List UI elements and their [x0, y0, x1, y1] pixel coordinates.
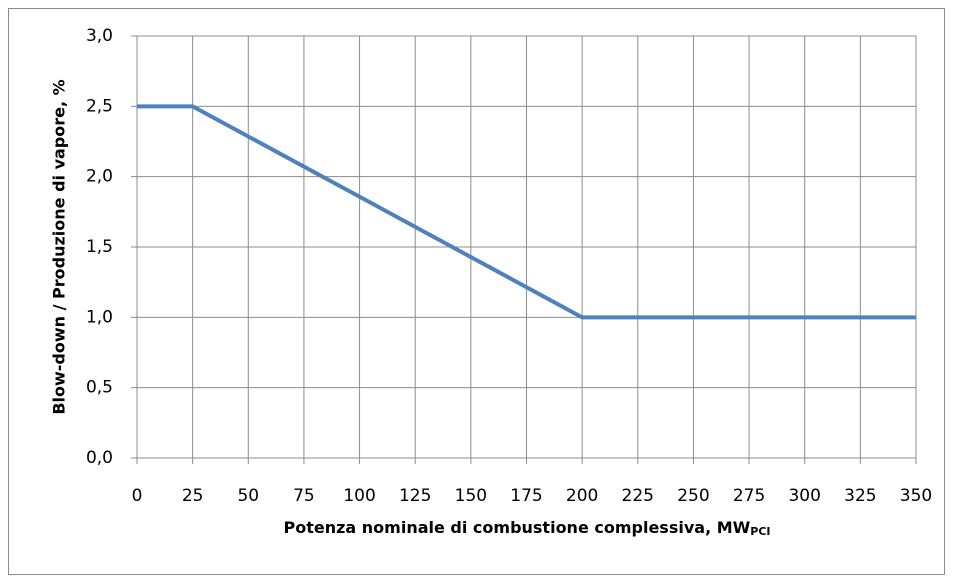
x-axis-label-subscript: PCI [750, 525, 770, 538]
x-tick-label: 300 [788, 486, 820, 506]
y-tick-label: 1,5 [86, 237, 113, 257]
x-tick-label: 175 [510, 486, 542, 506]
x-axis-label-main: Potenza nominale di combustione compless… [283, 518, 750, 537]
x-tick-label: 225 [622, 486, 654, 506]
data-line [137, 104, 916, 320]
x-axis-label: Potenza nominale di combustione compless… [283, 518, 770, 539]
x-tick-label: 325 [844, 486, 876, 506]
y-tick-label: 1,0 [86, 307, 113, 327]
x-tick-label: 350 [900, 486, 932, 506]
x-tick-label: 50 [237, 486, 259, 506]
plot-border [136, 35, 917, 459]
y-tick-label: 3,0 [86, 26, 113, 46]
y-axis-label: Blow-down / Produzione di vapore, % [50, 79, 69, 414]
x-tick-label: 275 [733, 486, 765, 506]
x-tick-label: 100 [343, 486, 375, 506]
x-tick-label: 250 [677, 486, 709, 506]
y-tick-label: 2,0 [86, 167, 113, 187]
x-tick-label: 150 [455, 486, 487, 506]
x-tick-label: 0 [132, 486, 143, 506]
x-tick-label: 125 [399, 486, 431, 506]
x-tick-label: 200 [566, 486, 598, 506]
y-tick-label: 0,5 [86, 378, 113, 398]
x-tick-label: 75 [293, 486, 315, 506]
x-tick-label: 25 [182, 486, 204, 506]
chart-border [8, 8, 945, 575]
y-tick-label: 2,5 [86, 96, 113, 116]
y-tick-label: 0,0 [86, 448, 113, 468]
